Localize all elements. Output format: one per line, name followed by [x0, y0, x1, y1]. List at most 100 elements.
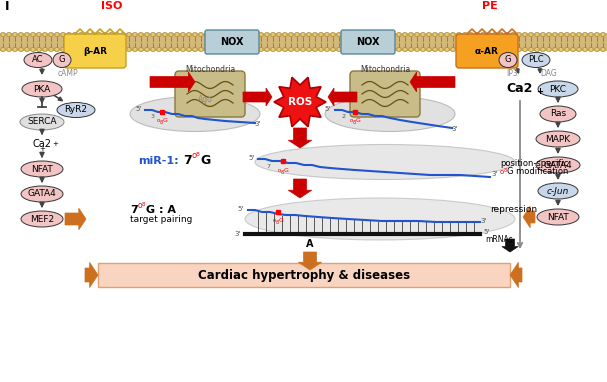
Circle shape: [511, 47, 515, 52]
Text: PLC: PLC: [528, 55, 544, 65]
Text: 8: 8: [276, 220, 279, 225]
Circle shape: [469, 32, 473, 37]
Circle shape: [241, 47, 245, 52]
Text: 8: 8: [160, 120, 163, 126]
Circle shape: [235, 47, 239, 52]
Circle shape: [505, 47, 509, 52]
Circle shape: [85, 47, 89, 52]
Circle shape: [439, 32, 443, 37]
Circle shape: [319, 47, 323, 52]
Text: +: +: [52, 141, 58, 147]
Circle shape: [211, 47, 215, 52]
Circle shape: [271, 47, 275, 52]
Text: Cardiac hypertrophy & diseases: Cardiac hypertrophy & diseases: [198, 269, 410, 282]
Circle shape: [481, 32, 485, 37]
Circle shape: [103, 47, 107, 52]
Circle shape: [175, 47, 179, 52]
Circle shape: [331, 32, 335, 37]
Ellipse shape: [20, 114, 64, 130]
Circle shape: [391, 32, 395, 37]
Circle shape: [169, 32, 173, 37]
Circle shape: [325, 32, 329, 37]
Text: G: G: [163, 118, 168, 123]
Circle shape: [85, 32, 89, 37]
Text: MEF2: MEF2: [30, 215, 54, 223]
Text: I: I: [5, 0, 10, 13]
Text: G modification: G modification: [507, 167, 568, 176]
Circle shape: [355, 32, 359, 37]
Circle shape: [265, 32, 269, 37]
Ellipse shape: [21, 161, 63, 177]
Circle shape: [529, 47, 533, 52]
Circle shape: [1, 32, 5, 37]
Circle shape: [31, 47, 35, 52]
Circle shape: [205, 32, 209, 37]
Text: o: o: [349, 118, 353, 123]
Circle shape: [283, 32, 287, 37]
Circle shape: [145, 47, 149, 52]
Circle shape: [553, 32, 557, 37]
Circle shape: [25, 32, 29, 37]
Circle shape: [217, 47, 221, 52]
Circle shape: [247, 32, 251, 37]
Circle shape: [541, 32, 545, 37]
Text: ROS: ROS: [288, 97, 312, 107]
Text: o: o: [500, 169, 504, 175]
Circle shape: [343, 47, 347, 52]
Text: 8: 8: [196, 152, 200, 157]
Circle shape: [49, 32, 53, 37]
Circle shape: [319, 32, 323, 37]
Polygon shape: [328, 88, 357, 106]
Circle shape: [37, 47, 41, 52]
Circle shape: [253, 47, 257, 52]
Circle shape: [61, 32, 65, 37]
Ellipse shape: [538, 81, 578, 97]
Text: 7: 7: [266, 165, 270, 170]
Circle shape: [235, 32, 239, 37]
Text: Ago: Ago: [198, 96, 212, 105]
Text: o: o: [157, 118, 160, 123]
Circle shape: [145, 32, 149, 37]
Circle shape: [601, 32, 605, 37]
Circle shape: [181, 47, 185, 52]
Circle shape: [175, 32, 179, 37]
Circle shape: [589, 47, 593, 52]
Polygon shape: [65, 208, 86, 230]
Circle shape: [133, 47, 137, 52]
Circle shape: [91, 47, 95, 52]
Bar: [98, 263, 510, 287]
Text: GATA4: GATA4: [28, 189, 56, 199]
Circle shape: [97, 47, 101, 52]
Ellipse shape: [536, 157, 580, 173]
Circle shape: [67, 32, 71, 37]
Circle shape: [415, 32, 419, 37]
Circle shape: [571, 47, 575, 52]
Text: +: +: [39, 146, 45, 152]
Circle shape: [91, 32, 95, 37]
Circle shape: [169, 47, 173, 52]
Text: Mitochondria: Mitochondria: [185, 65, 235, 74]
Text: 3': 3': [481, 218, 487, 224]
Bar: [0, 33, 607, 51]
Text: Ca2: Ca2: [507, 83, 533, 96]
Text: PKC: PKC: [549, 84, 566, 94]
Circle shape: [163, 47, 167, 52]
Circle shape: [361, 47, 365, 52]
FancyBboxPatch shape: [64, 34, 126, 68]
Circle shape: [109, 32, 113, 37]
Polygon shape: [298, 252, 322, 270]
Ellipse shape: [537, 209, 579, 225]
Text: G: G: [200, 154, 210, 167]
Circle shape: [313, 32, 317, 37]
Circle shape: [397, 32, 401, 37]
Ellipse shape: [538, 183, 578, 199]
Text: 8: 8: [353, 120, 356, 126]
Circle shape: [517, 32, 521, 37]
Text: G: G: [283, 167, 288, 173]
Circle shape: [505, 32, 509, 37]
Text: 7: 7: [183, 154, 192, 167]
Circle shape: [547, 32, 551, 37]
Circle shape: [43, 32, 47, 37]
Circle shape: [73, 47, 77, 52]
Text: IP3: IP3: [506, 70, 518, 78]
